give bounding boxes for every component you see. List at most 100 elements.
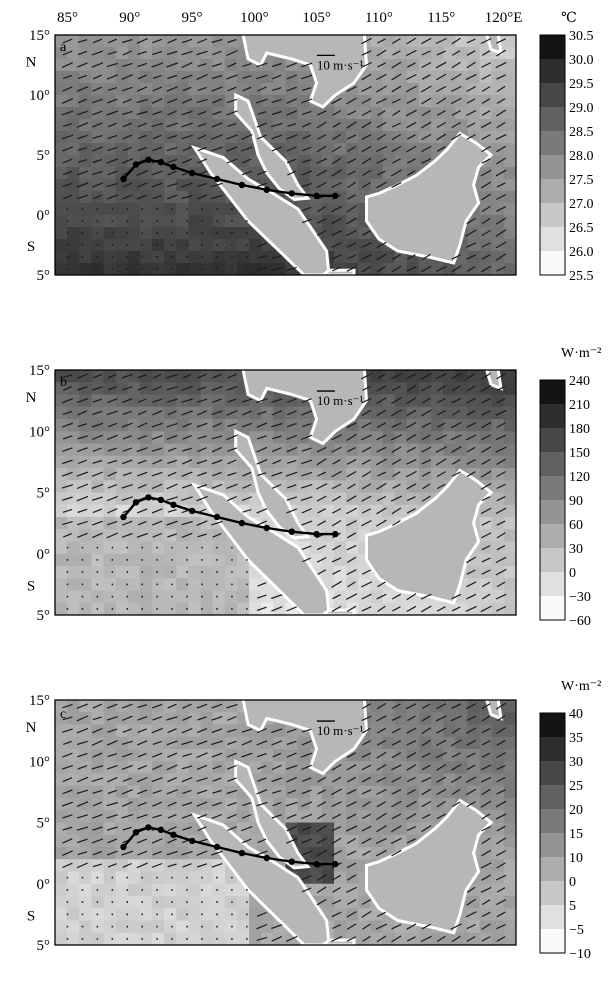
field-cell [164,590,177,604]
wind-vector [227,728,237,733]
wind-vector [152,38,163,44]
colorbar-bin [540,131,565,155]
wind-vector [421,409,432,417]
field-cell [491,896,505,909]
field-cell [79,920,92,934]
field-cell [503,859,516,873]
wind-vector [152,740,162,745]
wind-vector [136,98,148,104]
field-cell [467,761,481,775]
wind-vector [346,229,357,237]
wind-vector [481,86,491,92]
wind-vector [61,110,74,116]
field-cell [176,749,190,762]
wind-vector [376,702,387,710]
field-cell [394,590,408,604]
field-cell [152,419,165,432]
field-cell [103,215,117,228]
track-point [145,494,152,501]
wind-vector [61,62,74,68]
panel-b: 10 m·s⁻¹15°10°5°0°5°NS240210180150120906… [26,346,602,629]
field-cell [176,119,190,132]
field-cell [370,431,384,445]
field-cell [115,749,129,762]
wind-vector [122,98,132,104]
field-cell [139,263,153,275]
field-cell [491,394,505,408]
wind-vector [287,484,297,489]
field-cell [103,119,117,132]
wind-vector [301,801,313,807]
field-cell [139,517,153,530]
wind-vector [361,446,372,453]
wind-vector [287,123,297,127]
field-cell [273,785,287,799]
wind-vector [361,752,372,758]
field-cell [139,370,153,383]
field-cell [370,590,384,604]
wind-vector [62,496,73,501]
field-cell [188,191,202,204]
colorbar-bin [540,203,565,227]
field-cell [431,419,444,432]
wind-vector [91,50,104,56]
field-cell [164,203,177,216]
field-cell [346,834,359,848]
field-cell [79,517,92,530]
field-cell [127,431,141,445]
field-cell [55,443,68,457]
wind-vector [107,122,117,128]
field-cell [261,590,274,604]
field-cell [139,529,153,543]
field-cell [346,480,359,494]
field-cell [321,883,335,897]
wind-vector [361,715,372,722]
wind-vector [391,458,402,466]
wind-vector [376,715,387,722]
wind-vector [481,557,491,563]
field-cell [127,382,141,396]
field-cell [127,119,141,132]
field-cell [67,871,80,885]
field-cell [503,517,516,530]
wind-vector [495,874,507,881]
field-cell [200,798,214,811]
field-cell [188,71,202,84]
wind-vector [137,789,148,795]
field-cell [103,590,117,604]
panel-c-map: 10 m·s⁻¹15°10°5°0°5°NS4035302520151005−5… [26,679,602,962]
wind-vector [331,217,342,225]
wind-vector [361,899,372,906]
field-cell [176,394,190,408]
track-point [238,849,246,857]
wind-vector [302,159,312,163]
field-cell [127,736,141,750]
wind-vector [421,74,431,80]
field-cell [115,382,129,396]
wind-vector [481,372,492,380]
colorbar-unit: ℃ [561,11,577,26]
field-cell [67,71,80,84]
field-cell [212,859,226,873]
field-cell [491,908,505,922]
wind-vector [345,825,358,832]
wind-vector [466,764,476,771]
field-cell [103,468,117,481]
field-cell [236,896,250,909]
wind-vector [316,181,327,189]
field-cell [103,553,117,567]
wind-vector [182,484,193,489]
field-cell [273,468,287,481]
wind-vector [361,837,372,845]
wind-vector [196,703,208,709]
wind-vector [181,740,193,746]
wind-vector [241,838,252,844]
field-cell [152,932,165,945]
wind-vector [271,62,282,68]
wind-vector [227,472,237,477]
wind-vector [227,715,237,721]
field-cell [297,736,311,750]
field-cell [152,566,165,579]
wind-vector [212,50,222,56]
wind-vector [316,458,327,466]
